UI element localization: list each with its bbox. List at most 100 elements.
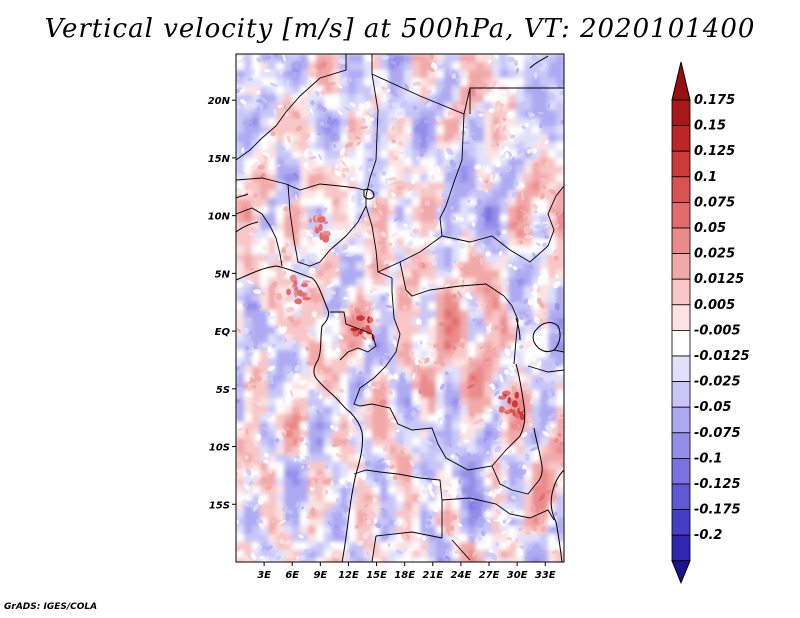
field-speck	[500, 105, 503, 113]
x-tick-label: 33E	[535, 570, 556, 581]
field-cell	[516, 334, 525, 343]
field-speck	[491, 80, 497, 88]
field-speck	[380, 231, 387, 238]
field-cell	[300, 358, 309, 367]
field-cell	[292, 214, 301, 223]
field-cell	[444, 254, 453, 263]
field-speck	[401, 343, 410, 349]
field-speck	[530, 433, 536, 440]
field-cell	[492, 542, 501, 551]
field-cell	[508, 542, 517, 551]
field-cell	[372, 118, 381, 127]
field-cell	[492, 406, 501, 415]
colorbar-label: 0.005	[694, 298, 735, 313]
field-cell	[252, 374, 261, 383]
field-cell	[404, 526, 413, 535]
field-cell	[468, 182, 477, 191]
field-speck	[437, 239, 441, 243]
field-cell	[452, 390, 461, 399]
field-cell	[444, 214, 453, 223]
field-cell	[444, 302, 453, 311]
field-cell	[284, 358, 293, 367]
field-cell	[516, 454, 525, 463]
field-cell	[308, 326, 317, 335]
field-cell	[484, 430, 493, 439]
field-cell	[260, 518, 269, 527]
field-speck	[560, 425, 564, 429]
field-cell	[252, 278, 261, 287]
field-speck	[250, 552, 257, 561]
field-speck	[494, 100, 501, 108]
field-cell	[420, 86, 429, 95]
field-cell	[388, 350, 397, 359]
field-speck	[506, 540, 512, 546]
field-cell	[260, 78, 269, 87]
field-cell	[276, 414, 285, 423]
field-speck	[381, 55, 390, 60]
field-speck	[527, 334, 534, 341]
map-field	[236, 54, 564, 562]
field-cell	[372, 526, 381, 535]
field-cell	[420, 454, 429, 463]
field-cell	[252, 118, 261, 127]
field-cell	[492, 134, 501, 143]
field-cell	[508, 326, 517, 335]
field-cell	[460, 246, 469, 255]
field-cell	[476, 526, 485, 535]
field-speck	[281, 321, 289, 328]
field-speck	[337, 231, 344, 236]
field-cell	[524, 174, 533, 183]
field-speck	[536, 297, 542, 305]
field-cell	[236, 526, 245, 535]
field-cell	[332, 198, 341, 207]
field-speck	[336, 225, 344, 231]
field-speck	[495, 437, 504, 442]
field-cell	[468, 502, 477, 511]
field-cell	[468, 246, 477, 255]
field-cell	[444, 550, 453, 559]
field-cell	[476, 62, 485, 71]
field-cell	[380, 526, 389, 535]
field-speck	[408, 186, 412, 192]
field-cell	[436, 430, 445, 439]
field-cell	[324, 158, 333, 167]
field-speck	[495, 508, 501, 515]
field-cell	[332, 54, 341, 63]
field-cell	[316, 438, 325, 447]
field-cell	[284, 558, 293, 562]
field-speck	[243, 327, 249, 335]
field-cell	[276, 286, 285, 295]
field-cell	[484, 486, 493, 495]
field-cell	[452, 326, 461, 335]
field-cell	[252, 470, 261, 479]
field-cell	[284, 462, 293, 471]
colorbar-swatch	[671, 432, 691, 459]
field-cell	[532, 214, 541, 223]
field-speck	[267, 168, 275, 174]
field-cell	[452, 438, 461, 447]
field-cell	[300, 342, 309, 351]
field-cell	[332, 126, 341, 135]
field-cell	[484, 270, 493, 279]
field-speck	[558, 110, 564, 114]
field-cell	[412, 70, 421, 79]
field-cell	[516, 54, 525, 63]
field-speck	[538, 493, 546, 502]
field-cell	[332, 454, 341, 463]
field-cell	[492, 430, 501, 439]
field-cell	[500, 542, 509, 551]
field-cell	[260, 542, 269, 551]
field-speck	[411, 270, 416, 275]
field-cell	[380, 158, 389, 167]
field-cell	[556, 86, 564, 95]
field-speck	[317, 132, 321, 136]
field-cell	[508, 150, 517, 159]
field-speck	[310, 100, 315, 106]
field-cell	[428, 542, 437, 551]
field-cell	[396, 534, 405, 543]
field-cell	[556, 246, 564, 255]
field-cell	[356, 214, 365, 223]
field-cell	[372, 550, 381, 559]
field-cell	[516, 446, 525, 455]
field-speck	[469, 410, 475, 418]
